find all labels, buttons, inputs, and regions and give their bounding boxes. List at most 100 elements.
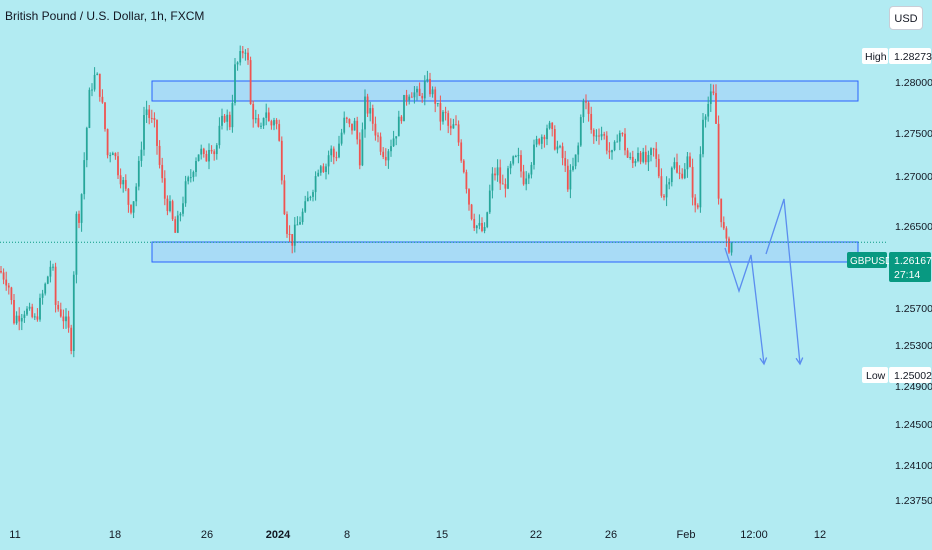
high-badge-label-bg bbox=[862, 48, 888, 64]
candle-body bbox=[109, 155, 112, 157]
candle-body bbox=[509, 163, 512, 169]
candle-body bbox=[678, 172, 681, 174]
candle-body bbox=[70, 327, 73, 352]
candle-body bbox=[634, 161, 637, 164]
candle-body bbox=[267, 112, 270, 122]
candle-body bbox=[176, 215, 179, 233]
candle-body bbox=[673, 162, 676, 168]
projection-arrow-2 bbox=[795, 357, 804, 366]
candle-body bbox=[559, 146, 561, 148]
candle-body bbox=[299, 222, 301, 225]
candle-body bbox=[709, 91, 712, 104]
candle-body bbox=[486, 212, 489, 228]
candle-body bbox=[548, 122, 551, 129]
candle-body bbox=[322, 166, 325, 172]
candle-body bbox=[228, 114, 231, 128]
candle-body bbox=[520, 155, 522, 172]
time-tick-label: 26 bbox=[605, 529, 617, 541]
candle-body bbox=[400, 116, 403, 122]
candle-body bbox=[364, 96, 366, 130]
candle-body bbox=[166, 198, 169, 211]
time-tick-label: 22 bbox=[530, 529, 542, 541]
candle-body bbox=[605, 135, 608, 151]
candle-body bbox=[356, 120, 359, 140]
candle-body bbox=[169, 201, 171, 211]
candle-body bbox=[421, 95, 424, 99]
candle-body bbox=[379, 136, 382, 152]
candle-body bbox=[595, 135, 598, 137]
candle-body bbox=[244, 52, 247, 54]
candle-body bbox=[283, 180, 286, 215]
candle-body bbox=[626, 150, 629, 158]
candle-body bbox=[234, 64, 236, 104]
candle-body bbox=[262, 117, 265, 126]
candle-body bbox=[395, 136, 398, 139]
candle-body bbox=[150, 117, 153, 119]
candle-body bbox=[20, 317, 23, 322]
candle-body bbox=[314, 176, 317, 193]
candle-body bbox=[332, 148, 335, 158]
candle-body bbox=[57, 304, 60, 310]
candle-body bbox=[444, 111, 447, 114]
candle-body bbox=[345, 117, 348, 119]
candle-body bbox=[208, 149, 210, 162]
candle-body bbox=[397, 116, 400, 137]
candle-body bbox=[137, 160, 140, 187]
currency-button[interactable]: USD bbox=[889, 6, 923, 30]
price-tick-label: 1.26500 bbox=[895, 221, 932, 233]
candle-body bbox=[171, 201, 174, 220]
candle-body bbox=[629, 156, 632, 158]
candle-body bbox=[676, 162, 678, 173]
candle-body bbox=[88, 89, 91, 128]
projection-path-1[interactable] bbox=[724, 247, 765, 365]
candle-body bbox=[340, 132, 343, 144]
candle-body bbox=[382, 151, 385, 157]
candle-body bbox=[241, 51, 244, 54]
candle-body bbox=[296, 224, 299, 226]
price-tick-label: 1.28000 bbox=[895, 77, 932, 89]
candle-body bbox=[717, 123, 720, 199]
candle-body bbox=[213, 151, 216, 155]
candle-body bbox=[603, 134, 606, 136]
candle-body bbox=[15, 315, 18, 324]
symbol-badge-bg[interactable] bbox=[847, 252, 887, 268]
high-badge-value: 1.28273 bbox=[894, 51, 932, 63]
candle-body bbox=[574, 154, 577, 167]
candle-body bbox=[561, 146, 564, 159]
candle-body bbox=[590, 113, 593, 130]
candle-body bbox=[598, 135, 600, 137]
candle-body bbox=[637, 152, 639, 162]
candle-body bbox=[527, 174, 530, 179]
time-tick-label: 12:00 bbox=[740, 529, 768, 541]
candle-body bbox=[41, 293, 44, 298]
candle-body bbox=[273, 120, 275, 126]
candle-body bbox=[122, 180, 125, 185]
candle-body bbox=[434, 89, 437, 104]
candle-body bbox=[111, 153, 114, 156]
time-tick-label: 15 bbox=[436, 529, 448, 541]
candle-body bbox=[483, 227, 486, 231]
candle-body bbox=[647, 154, 650, 163]
candle-body bbox=[0, 271, 2, 273]
candle-body bbox=[52, 266, 54, 268]
candle-body bbox=[205, 153, 208, 162]
candle-body bbox=[429, 78, 431, 95]
candle-body bbox=[478, 222, 481, 226]
candle-body bbox=[587, 102, 590, 114]
chart-title: British Pound / U.S. Dollar, 1h, FXCM bbox=[5, 9, 205, 23]
candle-body bbox=[668, 182, 671, 185]
zone-resistance[interactable] bbox=[151, 80, 859, 102]
candle-body bbox=[312, 192, 314, 197]
candle-body bbox=[353, 120, 356, 131]
candle-body bbox=[26, 308, 28, 315]
candle-body bbox=[481, 222, 483, 231]
candle-body bbox=[608, 150, 611, 153]
candle-body bbox=[465, 172, 468, 190]
last-price-badge-bg[interactable] bbox=[889, 252, 931, 282]
candle-body bbox=[156, 119, 158, 146]
candle-body bbox=[496, 167, 499, 176]
candle-body bbox=[184, 181, 187, 204]
candle-body bbox=[252, 104, 255, 120]
projection-path-2[interactable] bbox=[765, 198, 801, 365]
